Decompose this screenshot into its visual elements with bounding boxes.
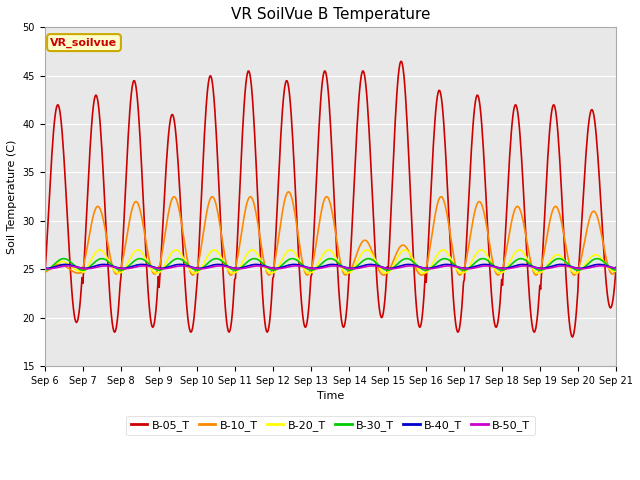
B-40_T xyxy=(252,262,260,267)
Y-axis label: Soil Temperature (C): Soil Temperature (C) xyxy=(7,140,17,254)
B-10_T xyxy=(612,265,620,271)
B-30_T xyxy=(169,258,177,264)
B-20_T xyxy=(111,268,118,274)
B-05_T xyxy=(612,264,620,270)
B-30_T xyxy=(401,256,408,262)
B-40_T xyxy=(271,265,279,271)
B-40_T xyxy=(110,264,118,269)
B-50_T xyxy=(198,266,206,272)
B-10_T xyxy=(417,272,425,278)
Line: B-20_T: B-20_T xyxy=(45,250,616,273)
B-40_T xyxy=(612,265,620,271)
B-30_T xyxy=(41,267,49,273)
B-10_T xyxy=(51,263,59,268)
Text: VR_soilvue: VR_soilvue xyxy=(51,37,118,48)
B-20_T xyxy=(51,261,59,267)
Line: B-30_T: B-30_T xyxy=(45,259,616,270)
B-50_T xyxy=(400,264,408,269)
B-50_T xyxy=(483,263,490,269)
B-10_T xyxy=(168,196,176,202)
B-10_T xyxy=(110,268,118,274)
B-20_T xyxy=(169,249,177,254)
Line: B-10_T: B-10_T xyxy=(45,192,616,275)
B-50_T xyxy=(110,264,118,270)
B-10_T xyxy=(285,189,292,195)
B-05_T xyxy=(168,112,176,118)
B-05_T xyxy=(401,82,408,88)
B-20_T xyxy=(417,270,425,276)
B-05_T xyxy=(417,320,425,325)
B-20_T xyxy=(401,247,408,253)
Line: B-50_T: B-50_T xyxy=(45,266,616,269)
B-10_T xyxy=(198,239,206,244)
Title: VR SoilVue B Temperature: VR SoilVue B Temperature xyxy=(230,7,430,22)
B-05_T xyxy=(110,328,118,334)
B-40_T xyxy=(419,264,426,270)
B-05_T xyxy=(568,334,576,340)
B-10_T xyxy=(419,272,426,278)
B-40_T xyxy=(41,265,49,271)
B-20_T xyxy=(612,268,620,274)
B-30_T xyxy=(199,265,207,271)
B-05_T xyxy=(198,179,206,185)
B-20_T xyxy=(96,247,104,253)
Line: B-05_T: B-05_T xyxy=(45,61,616,337)
B-50_T xyxy=(41,265,49,271)
B-20_T xyxy=(199,262,207,268)
B-50_T xyxy=(417,264,424,270)
B-20_T xyxy=(41,268,49,274)
B-20_T xyxy=(573,270,580,276)
B-40_T xyxy=(402,262,410,267)
B-10_T xyxy=(41,269,49,275)
B-40_T xyxy=(51,264,59,270)
B-30_T xyxy=(111,264,118,270)
B-05_T xyxy=(51,113,59,119)
B-30_T xyxy=(612,267,620,273)
B-50_T xyxy=(168,264,176,270)
B-50_T xyxy=(612,265,620,271)
X-axis label: Time: Time xyxy=(317,391,344,401)
B-30_T xyxy=(60,256,68,262)
Line: B-40_T: B-40_T xyxy=(45,264,616,268)
B-30_T xyxy=(51,261,59,266)
B-30_T xyxy=(417,266,425,272)
B-10_T xyxy=(401,243,408,249)
Legend: B-05_T, B-10_T, B-20_T, B-30_T, B-40_T, B-50_T: B-05_T, B-10_T, B-20_T, B-30_T, B-40_T, … xyxy=(126,416,534,435)
B-05_T xyxy=(397,59,404,64)
B-40_T xyxy=(198,265,206,271)
B-50_T xyxy=(51,265,59,271)
B-50_T xyxy=(502,266,509,272)
B-05_T xyxy=(41,275,49,280)
B-40_T xyxy=(168,263,176,269)
